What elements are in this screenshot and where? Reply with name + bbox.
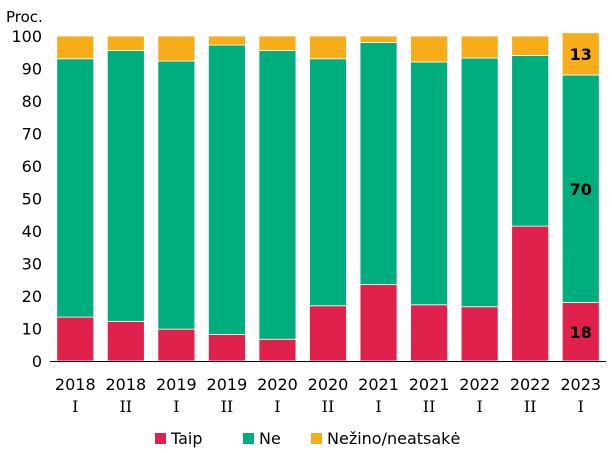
y-tick-label: 50	[22, 190, 42, 209]
legend: Taip Ne Nežino/neatsakė	[155, 429, 460, 448]
bar-segment-ne	[511, 55, 550, 227]
bar-segment-ne	[309, 58, 347, 307]
bar-segment-ne-ino-neatsak-	[359, 35, 398, 43]
x-tick-sublabel: I	[578, 397, 584, 416]
bar-segment-taip	[460, 306, 499, 362]
data-label: 18	[570, 323, 592, 342]
y-tick-label: 90	[22, 60, 42, 79]
y-tick-label: 80	[22, 92, 42, 111]
y-tick-label: 70	[22, 125, 42, 144]
x-tick-sublabel: II	[119, 397, 132, 416]
y-tick-label: 0	[32, 352, 42, 371]
x-axis: 2018I2018II2019I2019II2020I2020II2021I20…	[55, 375, 601, 416]
legend-swatch	[155, 433, 166, 444]
bar-segment-ne	[157, 60, 196, 330]
legend-swatch	[311, 433, 322, 444]
bar-segment-ne-ino-neatsak-	[106, 35, 145, 52]
y-tick-label: 10	[22, 320, 42, 339]
data-label: 13	[570, 45, 592, 64]
bar-segment-taip	[511, 225, 550, 362]
bar-segment-ne-ino-neatsak-	[511, 35, 550, 56]
bar-segment-ne	[208, 44, 246, 335]
bar-segment-ne	[561, 74, 600, 303]
x-tick-label: 2023	[560, 375, 601, 394]
y-tick-label: 30	[22, 255, 42, 274]
y-tick-label: 60	[22, 157, 42, 176]
legend-label: Nežino/neatsakė	[327, 429, 460, 448]
y-tick-label: 20	[22, 287, 42, 306]
bar-segment-taip	[309, 305, 347, 362]
bar-segment-ne-ino-neatsak-	[460, 35, 499, 59]
y-axis: 0 10 20 30 40 50 60 70 80 90 100	[11, 27, 42, 371]
y-tick-label: 100	[11, 27, 42, 46]
bar-segment-ne-ino-neatsak-	[561, 32, 600, 76]
x-tick-sublabel: I	[274, 397, 280, 416]
x-tick-sublabel: II	[322, 397, 335, 416]
x-tick-sublabel: I	[173, 397, 179, 416]
x-tick-label: 2021	[358, 375, 399, 394]
bar-segment-ne	[410, 61, 448, 306]
x-tick-label: 2020	[308, 375, 349, 394]
x-tick-label: 2019	[207, 375, 248, 394]
x-tick-sublabel: I	[476, 397, 482, 416]
bar-segment-ne-ino-neatsak-	[208, 35, 246, 46]
bar-segment-taip	[359, 284, 398, 362]
bar-segment-taip	[106, 320, 145, 362]
bar-segment-ne	[258, 50, 297, 340]
bar-segment-taip	[157, 328, 196, 362]
x-tick-label: 2022	[510, 375, 551, 394]
bar-segment-ne-ino-neatsak-	[56, 35, 95, 60]
bar-segment-taip	[258, 338, 297, 362]
bar-segment-ne	[460, 57, 499, 308]
x-tick-label: 2021	[409, 375, 450, 394]
y-tick-label: 40	[22, 222, 42, 241]
x-tick-label: 2018	[105, 375, 146, 394]
x-tick-label: 2019	[156, 375, 197, 394]
bar-segment-ne-ino-neatsak-	[157, 35, 196, 62]
x-tick-sublabel: I	[375, 397, 381, 416]
bar-segment-taip	[56, 316, 95, 362]
bar-segment-ne	[106, 50, 145, 322]
data-label: 70	[570, 180, 592, 199]
x-tick-sublabel: II	[221, 397, 234, 416]
legend-label: Ne	[259, 429, 281, 448]
bar-segment-taip	[561, 302, 600, 362]
plot-area: 18 70 13	[50, 32, 606, 362]
bar-segment-taip	[410, 304, 448, 362]
x-tick-label: 2020	[257, 375, 298, 394]
bar-segment-ne-ino-neatsak-	[258, 35, 297, 52]
bar-segment-ne	[56, 58, 95, 318]
x-tick-sublabel: II	[524, 397, 537, 416]
x-tick-sublabel: I	[72, 397, 78, 416]
bar-segment-ne-ino-neatsak-	[309, 35, 347, 60]
x-tick-sublabel: II	[423, 397, 436, 416]
legend-label: Taip	[170, 429, 203, 448]
x-tick-label: 2018	[55, 375, 96, 394]
legend-swatch	[243, 433, 254, 444]
bar-segment-taip	[208, 333, 246, 362]
x-tick-label: 2022	[459, 375, 500, 394]
bar-segment-ne	[359, 42, 398, 286]
bar-segment-ne-ino-neatsak-	[410, 35, 448, 63]
y-axis-unit-label: Proc.	[6, 8, 43, 26]
